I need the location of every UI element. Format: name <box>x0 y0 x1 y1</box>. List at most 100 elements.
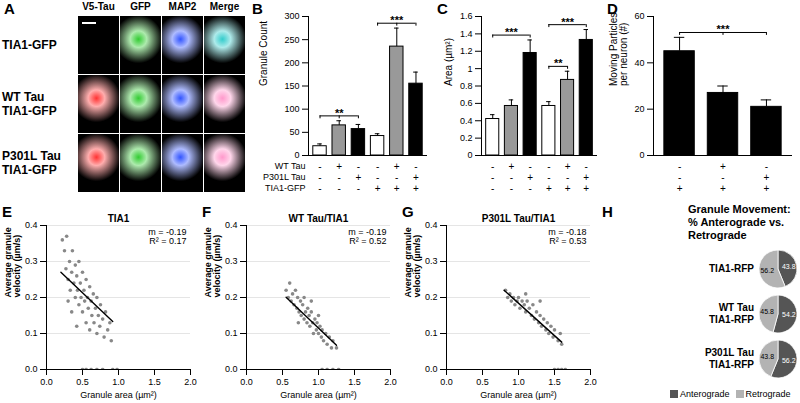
svg-text:-: - <box>376 172 379 183</box>
svg-text:0.2: 0.2 <box>460 133 473 143</box>
svg-text:0.5: 0.5 <box>476 377 489 387</box>
svg-text:+: + <box>764 183 770 194</box>
svg-text:WT Tau: WT Tau <box>275 161 306 171</box>
svg-text:1.5: 1.5 <box>548 377 561 387</box>
svg-text:20: 20 <box>634 104 644 114</box>
svg-text:m = -0.19R² = 0.17: m = -0.19R² = 0.17 <box>148 227 186 246</box>
svg-text:TIA1-GFP: TIA1-GFP <box>265 183 306 193</box>
svg-text:0.1: 0.1 <box>225 328 238 338</box>
svg-text:-: - <box>357 183 360 194</box>
svg-text:+: + <box>720 161 726 172</box>
svg-text:+: + <box>764 172 770 183</box>
svg-text:Granule area (µm²): Granule area (µm²) <box>280 390 357 400</box>
svg-text:0.8: 0.8 <box>460 81 473 91</box>
svg-text:P301L Tau/TIA1: P301L Tau/TIA1 <box>482 213 556 224</box>
svg-text:**: ** <box>335 107 344 119</box>
svg-text:+: + <box>583 172 589 183</box>
svg-text:0.6: 0.6 <box>460 98 473 108</box>
svg-text:+: + <box>527 172 533 183</box>
svg-text:+: + <box>565 161 571 172</box>
svg-text:0: 0 <box>294 150 299 160</box>
svg-text:40: 40 <box>634 58 644 68</box>
svg-text:-: - <box>414 161 417 172</box>
svg-text:0.1: 0.1 <box>425 328 438 338</box>
svg-text:m = -0.19R² = 0.52: m = -0.19R² = 0.52 <box>348 227 386 246</box>
svg-text:0: 0 <box>639 150 644 160</box>
svg-text:250: 250 <box>284 35 299 45</box>
svg-text:+: + <box>565 183 571 194</box>
svg-text:0.2: 0.2 <box>25 292 38 302</box>
svg-text:1.0: 1.0 <box>312 377 325 387</box>
svg-text:-: - <box>528 183 531 194</box>
svg-text:Granule area (µm²): Granule area (µm²) <box>480 390 557 400</box>
svg-text:1.5: 1.5 <box>148 377 161 387</box>
svg-text:0.4: 0.4 <box>460 116 473 126</box>
svg-text:-: - <box>678 161 681 172</box>
svg-text:-: - <box>338 172 341 183</box>
svg-text:Moving Particlesper neuron (#): Moving Particlesper neuron (#) <box>608 13 629 86</box>
svg-text:***: *** <box>505 26 519 38</box>
svg-text:***: *** <box>717 23 731 35</box>
svg-text:100: 100 <box>284 104 299 114</box>
svg-text:Granule Count: Granule Count <box>258 21 269 86</box>
svg-text:+: + <box>375 183 381 194</box>
svg-text:+: + <box>336 161 342 172</box>
svg-text:0.4: 0.4 <box>425 220 438 230</box>
svg-text:-: - <box>491 161 494 172</box>
svg-text:-: - <box>376 161 379 172</box>
svg-text:56.2: 56.2 <box>782 357 796 364</box>
svg-text:0.0: 0.0 <box>240 377 253 387</box>
svg-text:-: - <box>338 183 341 194</box>
svg-text:45.8: 45.8 <box>760 308 774 315</box>
svg-text:Granule area (µm²): Granule area (µm²) <box>80 390 157 400</box>
svg-text:WT Tau/TIA1: WT Tau/TIA1 <box>289 213 349 224</box>
svg-text:-: - <box>566 172 569 183</box>
svg-text:0.0: 0.0 <box>440 377 453 387</box>
svg-text:0.0: 0.0 <box>40 377 53 387</box>
svg-text:300: 300 <box>284 11 299 21</box>
svg-text:-: - <box>678 172 681 183</box>
svg-text:0.4: 0.4 <box>225 220 238 230</box>
svg-text:-: - <box>765 161 768 172</box>
svg-text:1.0: 1.0 <box>512 377 525 387</box>
svg-text:0.3: 0.3 <box>25 256 38 266</box>
svg-text:1.4: 1.4 <box>460 29 473 39</box>
svg-text:0.2: 0.2 <box>425 292 438 302</box>
svg-text:0.0: 0.0 <box>25 364 38 374</box>
svg-text:Average granulevelocity (µm/s): Average granulevelocity (µm/s) <box>403 227 422 297</box>
svg-text:-: - <box>510 172 513 183</box>
svg-text:P301L Tau: P301L Tau <box>263 172 306 182</box>
svg-text:-: - <box>510 183 513 194</box>
svg-text:56.2: 56.2 <box>760 267 774 274</box>
svg-text:0.0: 0.0 <box>225 364 238 374</box>
svg-text:Average granulevelocity (µm/s): Average granulevelocity (µm/s) <box>3 227 22 297</box>
svg-text:m = -0.18R² = 0.53: m = -0.18R² = 0.53 <box>548 227 586 246</box>
svg-text:150: 150 <box>284 81 299 91</box>
svg-text:+: + <box>394 183 400 194</box>
svg-text:1.0: 1.0 <box>112 377 125 387</box>
svg-text:0.0: 0.0 <box>425 364 438 374</box>
svg-text:2.0: 2.0 <box>584 377 597 387</box>
svg-text:***: *** <box>390 14 404 26</box>
svg-text:54.2: 54.2 <box>782 311 796 318</box>
svg-text:-: - <box>491 172 494 183</box>
svg-text:200: 200 <box>284 58 299 68</box>
svg-text:0.5: 0.5 <box>76 377 89 387</box>
svg-text:+: + <box>677 183 683 194</box>
svg-text:+: + <box>583 183 589 194</box>
svg-text:0.3: 0.3 <box>425 256 438 266</box>
svg-text:0.4: 0.4 <box>25 220 38 230</box>
svg-text:2.0: 2.0 <box>384 377 397 387</box>
svg-text:+: + <box>413 183 419 194</box>
svg-text:-: - <box>528 161 531 172</box>
svg-text:-: - <box>491 183 494 194</box>
svg-text:+: + <box>509 161 515 172</box>
svg-text:-: - <box>547 172 550 183</box>
svg-text:-: - <box>318 172 321 183</box>
svg-text:-: - <box>585 161 588 172</box>
svg-text:TIA1: TIA1 <box>108 213 130 224</box>
svg-text:0: 0 <box>467 150 472 160</box>
svg-text:50: 50 <box>289 127 299 137</box>
svg-text:1: 1 <box>467 64 472 74</box>
svg-text:Area (µm²): Area (µm²) <box>443 38 454 86</box>
